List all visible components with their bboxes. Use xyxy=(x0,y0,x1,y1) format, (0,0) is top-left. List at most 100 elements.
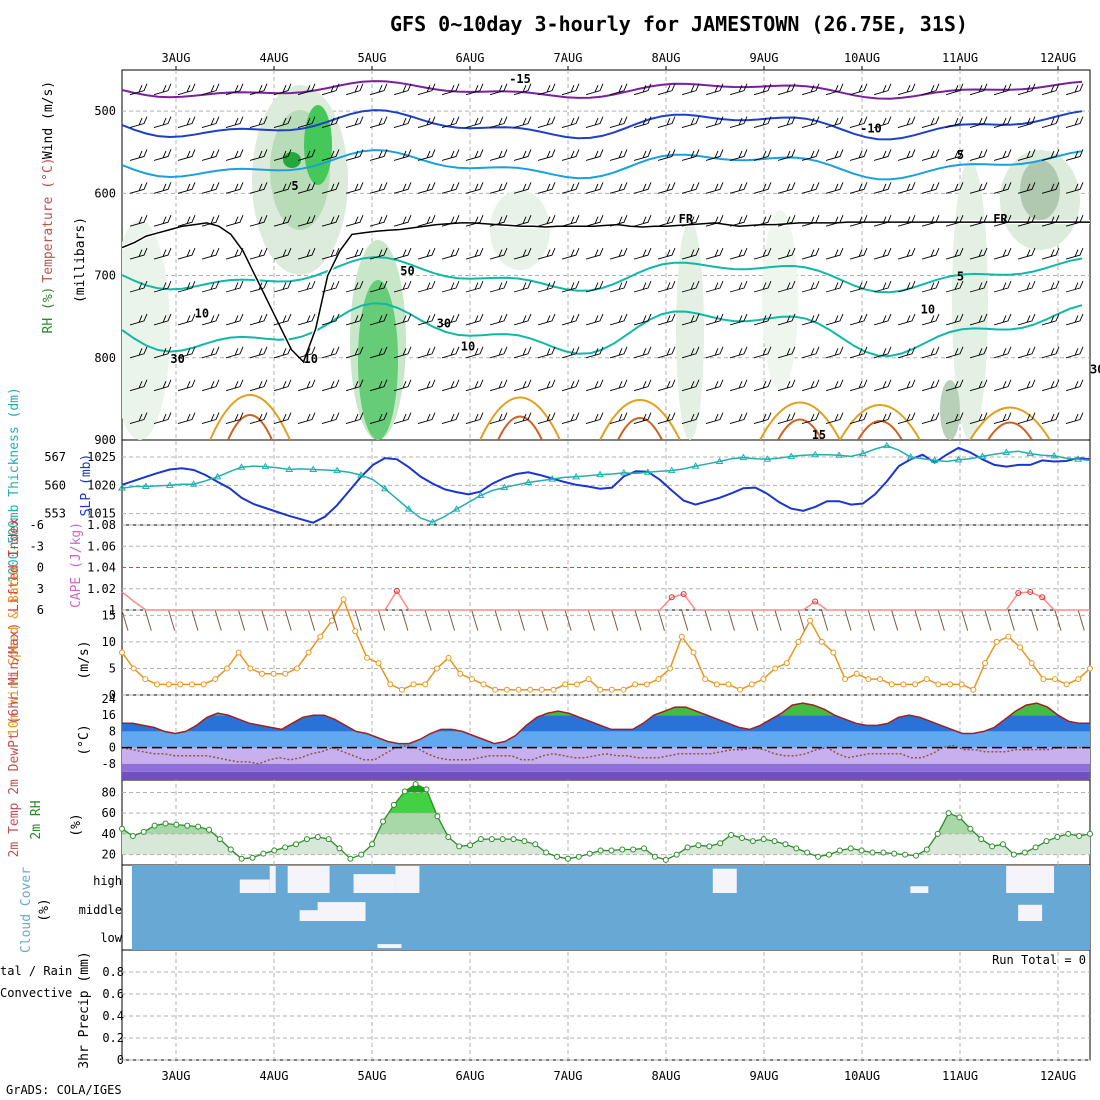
wind-barb xyxy=(129,280,148,293)
wind-barb xyxy=(513,247,532,260)
y-tick-label-wind: 5 xyxy=(109,661,116,675)
wind-barb xyxy=(1017,412,1036,424)
wind-barb xyxy=(633,379,652,392)
ylabel-wind: Wind (m/s) xyxy=(41,81,56,159)
wind-barb xyxy=(897,313,916,326)
rh-blob xyxy=(122,220,170,440)
rh2m-marker xyxy=(999,841,1006,848)
thickness-marker xyxy=(715,457,724,465)
wind-barb xyxy=(729,247,748,260)
wind10m-marker xyxy=(830,649,837,656)
wind-barb xyxy=(297,280,316,293)
wind-barb xyxy=(201,116,220,128)
wind-barb xyxy=(1041,182,1060,194)
thickness-marker xyxy=(954,455,963,463)
x-tick-label-bottom: 8AUG xyxy=(652,1069,681,1083)
ylabel-precip: 3hr Precip (mm) xyxy=(77,951,92,1068)
wind-barb xyxy=(297,379,316,392)
rh-blob xyxy=(283,152,301,168)
wind-barb xyxy=(993,313,1012,326)
surface-wind-barb xyxy=(168,610,176,631)
wind-barb xyxy=(489,379,508,392)
wind-barb xyxy=(1065,346,1084,359)
wind-barb xyxy=(969,215,988,227)
wind-barb xyxy=(969,83,988,96)
rh2m-marker xyxy=(358,851,365,858)
y-tick-label-mb: 500 xyxy=(94,104,116,118)
wind-barb xyxy=(873,280,892,293)
wind-barb xyxy=(1041,346,1060,359)
wind-barb xyxy=(345,83,364,96)
wind-barb xyxy=(777,412,796,424)
wind10m-marker xyxy=(783,660,790,667)
contour-label: 10 xyxy=(921,302,935,316)
contour-label: 30 xyxy=(437,316,451,330)
temp-contour-5 xyxy=(122,256,1083,294)
rh2m-marker xyxy=(673,851,680,858)
temp-contour-15 xyxy=(479,396,561,440)
wind-barb xyxy=(561,182,580,194)
rh2m-marker xyxy=(847,845,854,852)
x-tick-label-top: 5AUG xyxy=(358,51,387,65)
wind-barb xyxy=(561,313,580,326)
wind-barb xyxy=(249,215,268,227)
wind10m-marker xyxy=(142,676,149,683)
rh2m-marker xyxy=(369,841,376,848)
surface-wind-barb xyxy=(308,610,316,631)
wind-barb xyxy=(321,116,340,128)
thickness-marker xyxy=(404,505,413,512)
x-tick-label-bottom: 5AUG xyxy=(358,1069,387,1083)
wind-barb xyxy=(297,346,316,359)
wind10m-marker xyxy=(515,686,522,693)
wind-barb xyxy=(1041,149,1060,161)
wind-barb xyxy=(657,280,676,293)
cloud-block xyxy=(299,910,330,921)
wind-barb xyxy=(825,247,844,260)
wind-barb xyxy=(393,247,412,260)
thickness-marker xyxy=(763,455,772,462)
wind-barb xyxy=(1041,412,1060,424)
wind-barb xyxy=(825,379,844,392)
y-tick-label-li: -6 xyxy=(30,518,44,532)
wind-barb xyxy=(801,247,820,260)
rh2m-marker xyxy=(662,856,669,863)
rh2m-marker xyxy=(314,834,321,841)
x-tick-label-top: 7AUG xyxy=(554,51,583,65)
rh2m-marker xyxy=(521,838,528,845)
cloud-block xyxy=(377,944,402,948)
wind-barb xyxy=(969,346,988,359)
y-tick-label-precip: 0.2 xyxy=(102,1031,124,1045)
temp-contour-15 xyxy=(209,394,291,440)
wind-barb xyxy=(321,247,340,260)
wind10m-marker xyxy=(375,660,382,667)
rh-blob xyxy=(490,190,550,270)
wind-barb xyxy=(873,379,892,392)
wind10m-marker xyxy=(1075,676,1082,683)
thickness-marker xyxy=(452,505,461,512)
wind-barb xyxy=(537,149,556,161)
rh2m-marker xyxy=(825,851,832,858)
wind-barb xyxy=(729,116,748,128)
wind-barb xyxy=(321,313,340,326)
temp-contour-minus10 xyxy=(122,109,1083,141)
rh2m-marker xyxy=(1054,834,1061,841)
surface-wind-barb xyxy=(261,610,269,631)
wind-barb xyxy=(849,215,868,227)
thickness-marker xyxy=(859,449,867,457)
surface-wind-barb xyxy=(191,610,199,631)
ylabel-temp: 2m Temp 2m DewPt (6hr Min/Max) xyxy=(7,623,22,858)
wind-barb xyxy=(825,346,844,359)
surface-wind-barb xyxy=(238,610,246,631)
rh2m-marker xyxy=(804,849,811,856)
wind-barb xyxy=(729,379,748,392)
wind-barb xyxy=(369,313,388,326)
wind-barb xyxy=(849,346,868,359)
wind-barb xyxy=(273,313,292,326)
rh2m-marker xyxy=(684,844,691,851)
wind-barb xyxy=(249,313,268,326)
rh-bands xyxy=(122,784,1090,855)
surface-wind-barb xyxy=(331,610,339,631)
wind10m-marker xyxy=(748,681,755,688)
y-tick-label-temp: -8 xyxy=(102,757,116,771)
wind-barb xyxy=(657,247,676,260)
